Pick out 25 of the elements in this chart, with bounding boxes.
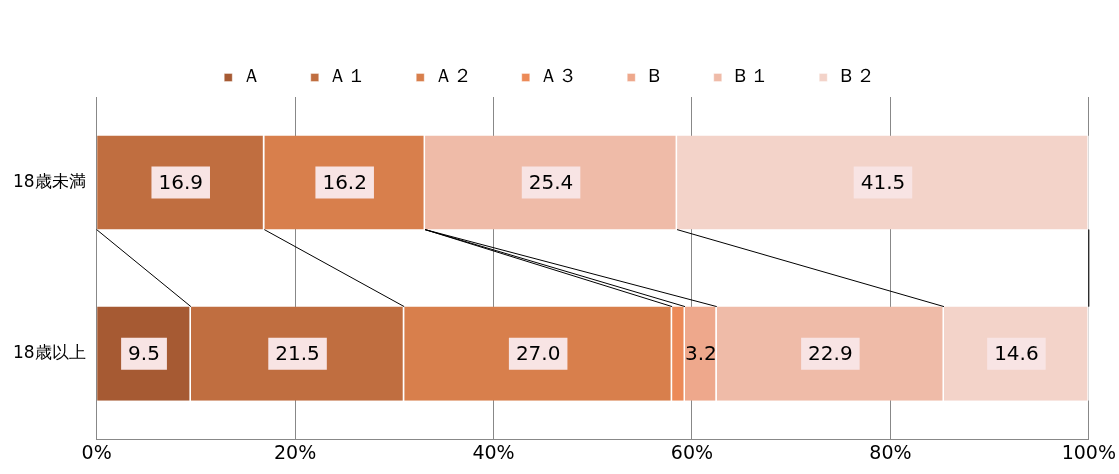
legend-label: Ｂ２ (836, 64, 875, 87)
legend-label: Ａ (241, 64, 261, 87)
y-tick-label: 18歳未満 (12, 170, 86, 191)
data-label: 14.6 (994, 340, 1039, 365)
data-label: 25.4 (528, 169, 574, 194)
legend-label: Ｂ (644, 64, 664, 87)
legend-label: Ａ２ (433, 64, 472, 87)
x-tick-label: 60% (670, 440, 714, 463)
data-label: 27.0 (515, 340, 561, 365)
x-tick-label: 80% (869, 440, 912, 463)
x-tick-label: 0% (81, 440, 112, 463)
legend-label: Ａ３ (539, 64, 578, 87)
legend-label: Ｂ１ (731, 64, 770, 87)
data-label: 22.9 (808, 340, 853, 365)
x-tick-label: 40% (472, 440, 515, 463)
data-label: 41.5 (860, 169, 906, 194)
data-label: 21.5 (275, 340, 320, 365)
data-label: 16.9 (158, 169, 203, 194)
x-tick-label: 20% (273, 440, 317, 463)
legend-label: Ａ１ (328, 64, 367, 87)
data-label: 9.5 (128, 340, 160, 365)
y-tick-label: 18歳以上 (12, 342, 86, 363)
data-label: 3.2 (684, 340, 717, 365)
x-tick-label: 100% (1061, 440, 1116, 463)
data-label: 16.2 (322, 169, 367, 194)
